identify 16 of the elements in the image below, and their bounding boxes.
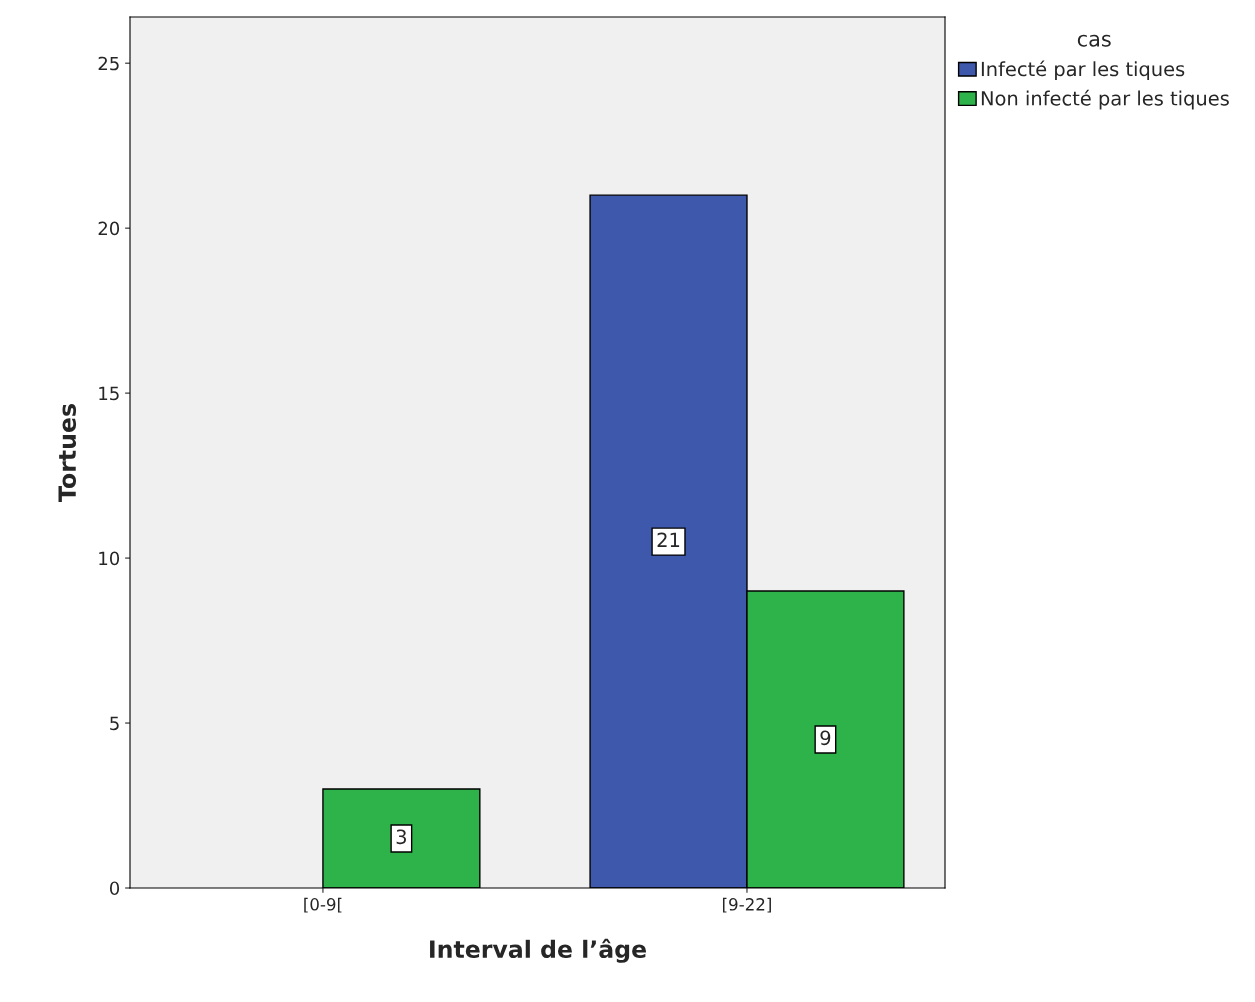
legend-title: cas [1077,34,1111,47]
legend-label: Infecté par les tiques [981,60,1185,81]
y-tick-label: 5 [110,716,119,731]
y-tick-label: 10 [99,551,120,566]
y-axis-title: Tortues [58,404,77,502]
x-axis-title: Interval de l’âge [430,938,646,963]
data-label: 9 [820,730,831,746]
x-tick-label: [9-22] [722,897,771,913]
y-tick-label: 15 [99,386,119,401]
data-label: 21 [657,532,680,547]
y-tick-label: 0 [109,881,120,896]
y-tick-label: 25 [98,56,119,71]
legend-label: Non infecté par les tiques [981,89,1229,110]
x-tick-label: [0-9[ [304,897,342,913]
y-tick-label: 20 [98,221,120,236]
data-label: 3 [396,829,407,845]
